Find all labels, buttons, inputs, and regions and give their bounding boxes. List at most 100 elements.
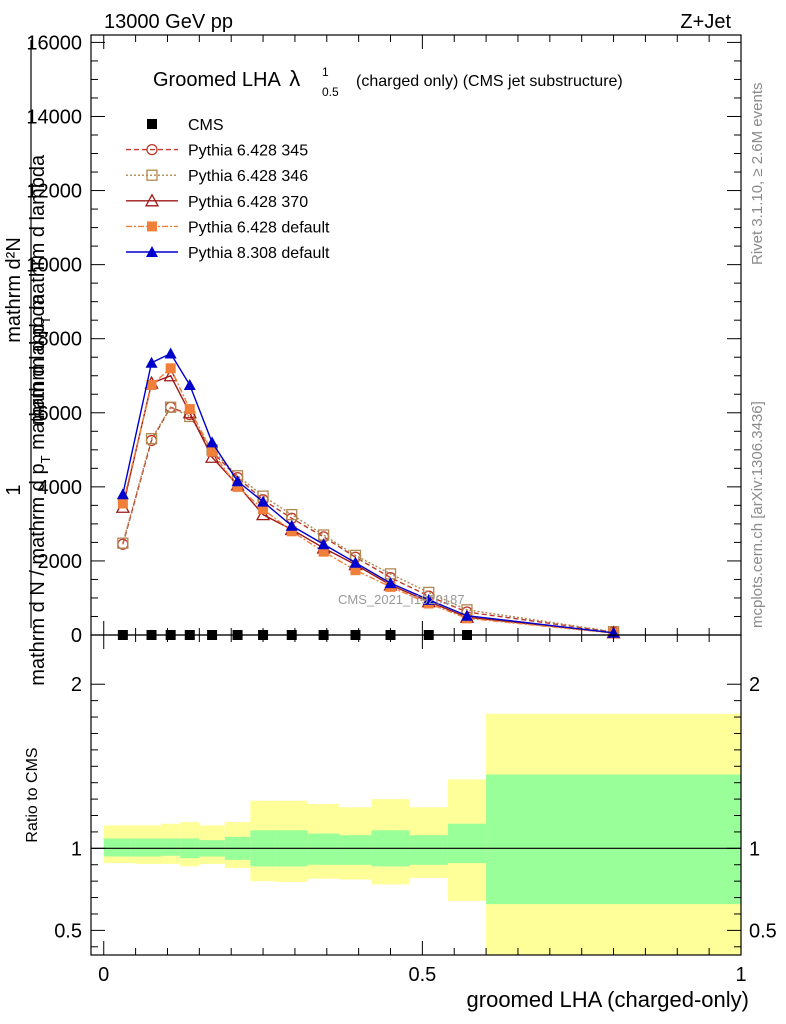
main-x-axis [103, 35, 742, 635]
title-rest: (charged only) (CMS jet substructure) [356, 73, 623, 90]
ratio-y-tick-label: 2 [71, 674, 82, 696]
data-point [317, 538, 330, 550]
band-bin [307, 833, 340, 865]
data-point [146, 380, 157, 390]
main-y-tick-label: 0 [71, 625, 82, 647]
ratio-y-axis-label: Ratio to CMS [24, 747, 41, 842]
main-panel: 0 2000 4000 6000 8000 10000 12000 14000 16000 [26, 32, 742, 647]
main-y-tick-label: 14000 [26, 106, 82, 128]
x-axis-label: groomed LHA (charged-only) [467, 987, 749, 1012]
rivet-version-label: Rivet 3.1.10, ≥ 2.6M events [749, 83, 766, 266]
series-line [122, 374, 614, 634]
main-y-axis: 0 2000 4000 6000 8000 10000 12000 14000 16000 [26, 32, 741, 647]
legend-marker [146, 169, 158, 181]
ylabel-normalization-sub: T [38, 455, 53, 463]
main-y-tick-label: 16000 [26, 32, 82, 54]
data-point [318, 546, 329, 557]
data-point [184, 404, 195, 415]
ylabel-normalization-main: mathrm d N / mathrm d p [27, 463, 49, 685]
legend-label: Pythia 6.428 370 [188, 194, 308, 211]
ratio-y-tick-label-right: 2 [749, 674, 760, 696]
legend-item: Pythia 6.428 default [126, 219, 330, 236]
data-point [145, 433, 158, 445]
series-line [122, 406, 614, 633]
data-point [117, 498, 128, 509]
x-tick-label: 0 [98, 964, 109, 986]
x-tick-label: 0.5 [408, 964, 436, 986]
stat-uncertainty-band [103, 774, 741, 905]
data-point [232, 481, 243, 492]
data-point [285, 519, 298, 531]
ratio-y-tick-label: 1 [71, 838, 82, 860]
legend-marker [147, 221, 157, 232]
watermark: CMS_2021_I1920187 [338, 592, 465, 607]
series-line [122, 406, 614, 633]
legend-label: CMS [188, 117, 224, 134]
data-point [349, 556, 362, 568]
band-bin [409, 835, 448, 865]
band-bin [447, 823, 487, 864]
legend-item: CMS [147, 117, 224, 134]
ylabel-denominator-rest: mathrm d lambda [27, 154, 49, 316]
header-process: Z+Jet [680, 11, 731, 33]
legend-marker [146, 246, 158, 257]
legend-marker [146, 143, 158, 156]
ratio-frame [90, 634, 742, 956]
data-point [164, 347, 177, 359]
ratio-x-axis: 0 0.5 1 [98, 635, 747, 986]
data-point [165, 363, 176, 374]
ylabel-denominator: mathrm d pT mathrm d lambda [27, 154, 53, 425]
data-point [204, 449, 220, 463]
ratio-plot-area [91, 713, 741, 955]
main-y-tick-label: 4000 [38, 477, 83, 499]
band-bin [339, 835, 372, 865]
main-y-tick-label: 8000 [38, 329, 83, 351]
ratio-panel: 0.5 0.5 1 1 2 2 0 0.5 1 [54, 634, 777, 986]
legend-label: Pythia 6.428 default [188, 219, 330, 236]
header-collision: 13000 GeV pp [104, 11, 233, 33]
ratio-y-tick-label-right: 1 [749, 838, 760, 860]
series-line [122, 352, 614, 634]
data-point [258, 504, 269, 515]
ylabel-denominator-main: mathrm d p [27, 324, 49, 425]
band-bin [135, 838, 162, 857]
x-tick-label: 1 [735, 964, 746, 986]
main-y-tick-label: 2000 [38, 551, 83, 573]
data-point [350, 565, 361, 576]
ylabel-one: 1 [3, 484, 25, 495]
data-point [207, 446, 218, 457]
ylabel-normalization: mathrm d N / mathrm d pT mathrm d lambda [27, 293, 53, 685]
main-y-tick-label: 12000 [26, 181, 82, 203]
legend-label: Pythia 6.428 346 [188, 168, 308, 185]
data-point [286, 526, 297, 537]
title-lambda: λ [289, 66, 300, 91]
legend-marker [144, 193, 160, 207]
data-point [145, 356, 158, 368]
data-point [384, 577, 397, 589]
ylabel-denominator-sub: T [38, 316, 53, 324]
main-plot-area [115, 347, 621, 640]
legend-item: Pythia 6.428 346 [126, 168, 308, 185]
data-point [422, 593, 435, 605]
legend: CMS Pythia 6.428 345 Pythia 6.428 346 Pythi… [126, 117, 330, 262]
legend-label: Pythia 8.308 default [188, 245, 330, 262]
data-point [163, 368, 178, 382]
legend-item: Pythia 6.428 370 [126, 193, 308, 211]
data-point [206, 436, 219, 448]
legend-label: Pythia 6.428 345 [188, 143, 308, 160]
main-y-tick-label: 6000 [38, 403, 83, 425]
data-point [257, 495, 270, 507]
legend-marker [147, 119, 157, 129]
main-y-tick-label: 10000 [26, 255, 82, 277]
data-point [183, 379, 196, 390]
ratio-y-tick-label: 0.5 [54, 920, 82, 942]
ratio-y-axis: 0.5 0.5 1 1 2 2 [54, 674, 777, 948]
legend-item: Pythia 8.308 default [126, 245, 330, 262]
data-point [117, 537, 129, 549]
band-bin [161, 838, 181, 856]
main-y-axis-label: mathrm d²N mathrm d pT mathrm d lambda 1… [3, 40, 53, 686]
title-sub: 0.5 [322, 85, 339, 99]
data-point [460, 609, 473, 621]
data-point [231, 475, 244, 487]
